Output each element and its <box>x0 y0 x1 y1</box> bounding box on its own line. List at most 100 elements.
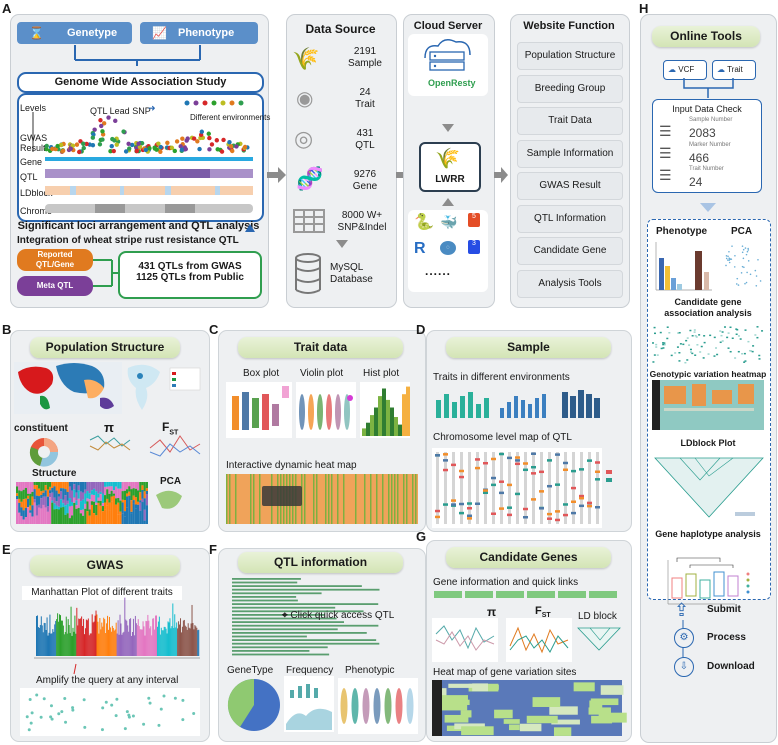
vcf-upload[interactable]: ☁ VCF <box>663 60 707 80</box>
reported-label-2: QTL/Gene <box>35 260 75 269</box>
ds-snp-num: 8000 W+ <box>341 210 383 221</box>
ds-gene-label: Gene <box>352 181 378 192</box>
b-structure-label: Structure <box>32 468 77 479</box>
dna-helix-icon: 🧬 <box>296 166 324 191</box>
track-qtl-label: QTL <box>20 172 38 182</box>
dna-icon: ⌛ <box>29 26 44 40</box>
cloud-title: Cloud Server <box>413 20 483 32</box>
website-function-item[interactable]: Sample Information <box>517 139 623 168</box>
python-icon: 🐍 <box>414 214 434 231</box>
ds-gene-num: 9276 <box>353 169 377 180</box>
cloud-upload-icon-2: ☁ <box>717 65 725 74</box>
b-fst-f: F <box>162 420 170 434</box>
phenotype-box: 📈 Phenotype <box>140 22 258 44</box>
panel-label-g: G <box>416 529 427 544</box>
reported-qtl-box: Reported QTL/Gene <box>17 249 93 271</box>
sample-number-value: 2083 <box>689 126 716 140</box>
g-pi: π <box>487 605 497 619</box>
mysql-label: MySQL Database <box>330 262 373 286</box>
h-pca-label: PCA <box>731 226 753 237</box>
sample-number-label: Sample Number <box>689 117 733 123</box>
chart-icon: 📈 <box>152 26 167 40</box>
h-phenotype-label: Phenotype <box>656 226 708 237</box>
download-button[interactable]: Download <box>707 661 755 672</box>
data-source-panel <box>286 14 397 308</box>
g-title: Candidate Genes <box>446 547 611 568</box>
h-haplotype-label: Gene haplotype analysis <box>655 529 761 539</box>
ds-trait-label: Trait <box>355 99 375 110</box>
ds-snp-label: SNP&Indel <box>337 222 387 233</box>
c-hist-label: Hist plot <box>363 368 400 379</box>
ds-trait-num: 24 <box>359 87 371 98</box>
trait-number-label: Trait Number <box>689 166 724 172</box>
html5-icon: 5 <box>468 213 480 227</box>
f-genetype-label: GeneType <box>227 665 274 676</box>
h-candidate-label: Candidate gene association analysis <box>647 297 769 319</box>
website-function-item[interactable]: Analysis Tools <box>517 269 623 298</box>
target-icon: ◎ <box>294 126 314 151</box>
checklist-icon: ☰ ☰ ☰ <box>659 123 672 183</box>
qtl-public-label: 1125 QTLs from Public <box>136 272 244 283</box>
website-function-item[interactable]: Candidate Gene <box>517 237 623 265</box>
genotype-box: ⌛ Genetype <box>17 22 132 44</box>
genotype-label: Genetype <box>67 27 118 39</box>
website-function-item[interactable]: Trait Data <box>517 107 623 135</box>
ds-qtl-num: 431 <box>356 128 374 139</box>
d-chrom-map-label: Chromosome level map of QTL <box>433 432 572 443</box>
e-title: GWAS <box>30 555 180 576</box>
ds-trait: 24 Trait <box>335 87 395 111</box>
cloud-server-card <box>408 34 488 96</box>
f-frequency-label: Frequency <box>286 665 334 676</box>
more-dots: ...... <box>425 264 452 278</box>
qtl-sources-box: 431 QTLs from GWAS 1125 QTLs from Public <box>118 251 262 299</box>
website-function-item[interactable]: GWAS Result <box>517 172 623 200</box>
cursor-icon: ⌖ <box>282 610 288 621</box>
database-text: Database <box>330 274 373 285</box>
process-button[interactable]: Process <box>707 632 746 643</box>
submit-button[interactable]: Submit <box>707 604 741 615</box>
g-ld-label: LD block <box>578 611 617 622</box>
trait-upload[interactable]: ☁ Trait <box>712 60 756 80</box>
f-click-label[interactable]: ⌖ Click quick access QTL <box>282 610 394 621</box>
submit-icon: ⇪ <box>674 600 690 620</box>
wheat-icon: 🌾 <box>292 46 320 71</box>
ds-sample-num: 2191 <box>353 46 377 57</box>
docker-icon: 🐳 <box>440 214 458 230</box>
process-icon: ⚙ <box>674 628 694 648</box>
website-function-item[interactable]: Population Structure <box>517 42 623 70</box>
b-pca-label: PCA <box>160 476 182 487</box>
c-box-label: Box plot <box>243 368 280 379</box>
input-data-check: Input Data Check ☰ ☰ ☰ Sample Number 2083 … <box>652 99 762 193</box>
g-gene-info-label: Gene information and quick links <box>433 577 579 588</box>
mysql-text: MySQL <box>330 262 364 273</box>
panel-label-d: D <box>416 322 426 337</box>
e-amplify-label: Amplify the query at any interval <box>36 675 179 686</box>
ds-gene: 9276 Gene <box>335 169 395 193</box>
meta-qtl-box: Meta QTL <box>17 276 93 296</box>
f-click-text: Click quick access QTL <box>290 610 395 621</box>
diff-env-label: Different environments <box>190 113 271 122</box>
g-fst: FST <box>535 605 551 619</box>
g-fst-f: F <box>535 605 542 617</box>
phenotype-label: Phenotype <box>178 27 235 39</box>
b-pi: π <box>104 420 114 435</box>
vcf-label: VCF <box>678 65 695 74</box>
website-function-item[interactable]: QTL Information <box>517 204 623 233</box>
reported-label: Reported <box>37 250 73 259</box>
website-function-item[interactable]: Breeding Group <box>517 74 623 103</box>
b-title: Population Structure <box>30 337 180 358</box>
arrow-right-icon: ➜ <box>148 103 156 113</box>
g-fst-sub: ST <box>541 612 551 620</box>
